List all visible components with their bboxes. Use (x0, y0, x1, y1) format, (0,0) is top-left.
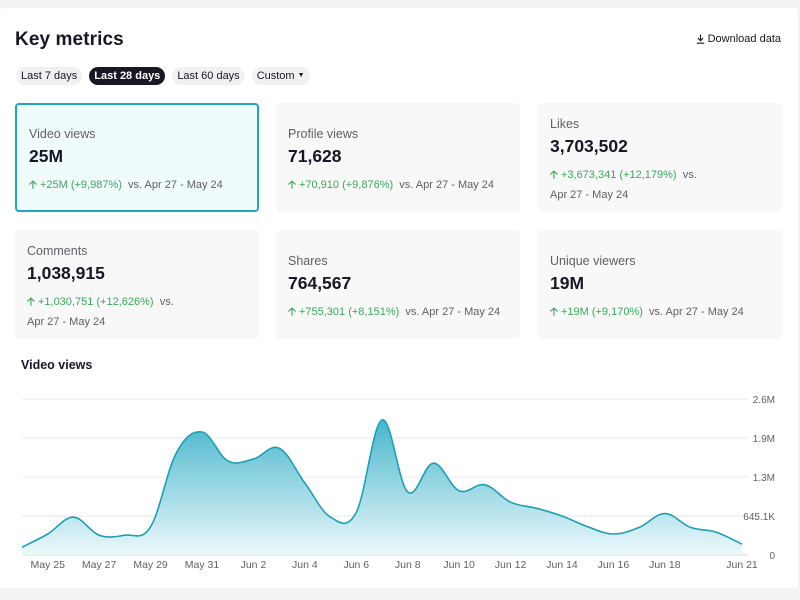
metric-value: 25M (29, 146, 64, 166)
x-tick-label: Jun 14 (546, 559, 578, 571)
comparison-period: vs. Apr 27 - May 24 (405, 306, 501, 318)
caret-down-icon: ▼ (297, 72, 305, 79)
chip-label: Last 60 days (177, 70, 240, 82)
metric-card-likes[interactable]: Likes 3,703,502 🡡 +3,673,341 (+12,179%) … (538, 103, 782, 212)
y-tick-label: 1.9M (753, 434, 775, 445)
metric-value: 1,038,915 (27, 263, 105, 283)
metric-label: Shares (288, 254, 328, 268)
metric-delta: 🡡 +25M (+9,987%) vs. Apr 27 - May 24 (29, 175, 245, 195)
chip-label: Last 7 days (21, 70, 78, 82)
metric-value: 19M (550, 273, 585, 293)
metric-label: Profile views (288, 127, 359, 141)
chip-label: Last 28 days (94, 70, 161, 82)
range-chip-last-60-days[interactable]: Last 60 days (172, 67, 245, 85)
area-fill (22, 419, 742, 555)
comparison-period: vs. Apr 27 - May 24 (128, 179, 223, 191)
metric-value: 764,567 (288, 273, 352, 293)
x-tick-label: Jun 2 (241, 559, 267, 571)
x-tick-label: Jun 6 (343, 559, 369, 571)
metric-card-unique-viewers[interactable]: Unique viewers 19M 🡡 +19M (+9,170%) vs. … (538, 230, 782, 339)
comparison-period: vs. Apr 27 - May 24 (399, 179, 495, 191)
download-icon (696, 34, 705, 44)
comparison-period: vs. (682, 169, 697, 181)
arrow-up-icon: 🡡 (288, 179, 296, 191)
metric-delta: 🡡 +70,910 (+9,876%) vs. Apr 27 - May 24 (288, 175, 508, 195)
y-tick-label: 1.3M (753, 473, 775, 484)
metric-value: 3,703,502 (550, 136, 628, 156)
series-line (21, 419, 743, 548)
delta-value: +25M (+9,987%) (39, 179, 122, 191)
comparison-period: vs. (159, 296, 174, 308)
x-tick-label: May 27 (82, 559, 117, 571)
arrow-up-icon: 🡡 (29, 179, 37, 191)
x-tick-label: Jun 10 (443, 559, 475, 571)
metric-value: 71,628 (288, 146, 342, 166)
metric-label: Video views (29, 127, 96, 141)
delta-value: +1,030,751 (+12,626%) (37, 296, 154, 308)
chip-label: Custom (256, 70, 295, 82)
date-range-selector: Last 7 days Last 28 days Last 60 days Cu… (16, 67, 310, 85)
video-views-chart: May 25 May 27 May 29 May 31 Jun 2 Jun 4 Jun 6 J… (21, 395, 775, 571)
comparison-period: vs. Apr 27 - May 24 (649, 306, 744, 318)
range-chip-custom[interactable]: Custom ▼ (251, 67, 310, 85)
x-tick-label: Jun 4 (292, 559, 318, 571)
download-data-button[interactable]: Download data (696, 33, 781, 45)
metric-delta: 🡡 +19M (+9,170%) vs. Apr 27 - May 24 (550, 302, 770, 322)
metric-delta: 🡡 +3,673,341 (+12,179%) vs. Apr 27 - May … (550, 165, 770, 205)
metric-card-shares[interactable]: Shares 764,567 🡡 +755,301 (+8,151%) vs. … (276, 230, 520, 339)
delta-value: +755,301 (+8,151%) (298, 306, 400, 318)
metric-delta: 🡡 +1,030,751 (+12,626%) vs. Apr 27 - May … (27, 292, 247, 332)
x-tick-label: Jun 12 (495, 559, 527, 571)
x-tick-label: Jun 8 (395, 559, 421, 571)
arrow-up-icon: 🡡 (550, 306, 558, 318)
metric-label: Likes (550, 117, 580, 131)
comparison-period: Apr 27 - May 24 (27, 316, 106, 328)
x-tick-label: Jun 16 (598, 559, 630, 571)
range-chip-last-7-days[interactable]: Last 7 days (16, 67, 83, 85)
chart-title: Video views (21, 358, 93, 372)
delta-value: +3,673,341 (+12,179%) (560, 169, 677, 181)
range-chip-last-28-days[interactable]: Last 28 days (89, 67, 166, 85)
delta-value: +70,910 (+9,876%) (298, 179, 394, 191)
page-title: Key metrics (15, 29, 124, 50)
x-tick-label: May 29 (133, 559, 168, 571)
y-tick-label: 645.1K (743, 512, 775, 523)
comparison-period: Apr 27 - May 24 (550, 189, 629, 201)
metric-card-video-views[interactable]: Video views 25M 🡡 +25M (+9,987%) vs. Apr… (15, 103, 259, 212)
metric-label: Comments (27, 244, 88, 258)
y-tick-label: 0 (769, 551, 775, 562)
download-label: Download data (707, 33, 781, 45)
arrow-up-icon: 🡡 (27, 296, 35, 308)
metric-card-comments[interactable]: Comments 1,038,915 🡡 +1,030,751 (+12,626… (15, 230, 259, 339)
metric-card-profile-views[interactable]: Profile views 71,628 🡡 +70,910 (+9,876%)… (276, 103, 520, 212)
x-tick-label: May 25 (30, 559, 65, 571)
x-tick-label: May 31 (185, 559, 220, 571)
arrow-up-icon: 🡡 (288, 306, 296, 318)
metric-delta: 🡡 +755,301 (+8,151%) vs. Apr 27 - May 24 (288, 302, 508, 322)
metric-label: Unique viewers (550, 254, 636, 268)
delta-value: +19M (+9,170%) (560, 306, 643, 318)
arrow-up-icon: 🡡 (550, 169, 558, 181)
x-tick-label: Jun 18 (649, 559, 681, 571)
x-tick-label: Jun 21 (726, 559, 758, 571)
y-tick-label: 2.6M (753, 395, 775, 406)
